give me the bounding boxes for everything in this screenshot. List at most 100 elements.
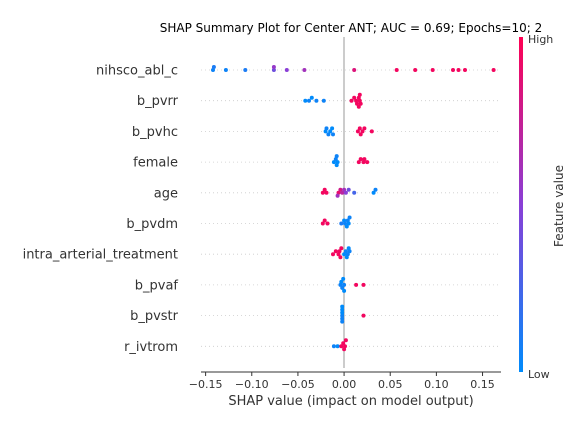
shap-point bbox=[211, 65, 216, 69]
shap-point bbox=[342, 252, 347, 257]
shap-point bbox=[330, 126, 335, 131]
shap-point bbox=[342, 347, 347, 352]
shap-point bbox=[341, 276, 346, 281]
shap-point bbox=[342, 288, 347, 293]
shap-point bbox=[338, 187, 343, 192]
shap-point bbox=[337, 249, 342, 254]
shap-point bbox=[339, 221, 344, 226]
shap-point bbox=[360, 129, 365, 134]
shap-point bbox=[324, 126, 329, 131]
shap-point bbox=[320, 221, 325, 226]
chart-title: SHAP Summary Plot for Center ANT; AUC = … bbox=[160, 21, 542, 35]
shap-point bbox=[339, 279, 344, 284]
shap-point bbox=[362, 157, 367, 162]
shap-point bbox=[320, 190, 325, 195]
shap-point bbox=[284, 68, 289, 72]
x-tick-label: 0.15 bbox=[470, 378, 495, 391]
shap-point bbox=[340, 304, 345, 309]
x-tick-label: 0.05 bbox=[378, 378, 403, 391]
shap-point bbox=[340, 316, 345, 321]
x-tick-label: −0.05 bbox=[281, 378, 315, 391]
shap-point bbox=[309, 95, 314, 100]
shap-point bbox=[314, 98, 319, 103]
colorbar bbox=[519, 37, 523, 372]
shap-point bbox=[331, 252, 335, 257]
shap-point bbox=[321, 98, 326, 103]
shap-point bbox=[347, 215, 352, 220]
shap-point bbox=[355, 129, 360, 134]
shap-point bbox=[338, 255, 343, 260]
feature-label: b_pvaf bbox=[135, 278, 179, 293]
shap-point bbox=[456, 68, 461, 72]
colorbar-title: Feature value bbox=[552, 165, 566, 247]
shap-point bbox=[349, 98, 354, 103]
shap-point bbox=[302, 68, 307, 72]
shap-point bbox=[340, 285, 345, 290]
shap-point bbox=[303, 98, 308, 103]
shap-point bbox=[333, 249, 338, 254]
shap-point bbox=[322, 187, 327, 192]
colorbar-low-label: Low bbox=[528, 368, 550, 381]
shap-point bbox=[356, 104, 361, 109]
shap-point bbox=[358, 157, 363, 162]
x-tick-label: 0.00 bbox=[332, 378, 357, 391]
x-tick-label: −0.10 bbox=[235, 378, 269, 391]
shap-point bbox=[335, 193, 340, 198]
shap-point bbox=[326, 132, 331, 137]
shap-point bbox=[344, 255, 349, 260]
shap-point bbox=[361, 160, 366, 165]
shap-point bbox=[344, 224, 349, 229]
feature-label: female bbox=[133, 156, 178, 171]
shap-point bbox=[358, 101, 363, 106]
shap-point bbox=[343, 249, 348, 254]
shap-point bbox=[342, 282, 347, 287]
shap-point bbox=[340, 319, 345, 324]
shap-point bbox=[352, 190, 357, 195]
colorbar-high-label: High bbox=[528, 33, 553, 46]
shap-point bbox=[361, 313, 366, 318]
shap-point bbox=[354, 98, 359, 103]
shap-point bbox=[354, 282, 359, 287]
shap-point bbox=[355, 101, 359, 106]
shap-point bbox=[346, 221, 351, 226]
shap-point bbox=[334, 154, 339, 159]
shap-point bbox=[358, 132, 363, 137]
shap-point bbox=[343, 338, 348, 343]
shap-point bbox=[243, 68, 248, 72]
shap-point bbox=[357, 126, 362, 131]
shap-point bbox=[361, 282, 366, 287]
feature-label: nihsco_abl_c bbox=[96, 64, 178, 79]
shap-point bbox=[341, 341, 346, 346]
shap-point bbox=[331, 132, 335, 137]
shap-point bbox=[324, 190, 329, 195]
feature-label: b_pvdm bbox=[126, 217, 178, 232]
shap-point bbox=[463, 68, 467, 72]
shap-point bbox=[352, 95, 357, 100]
shap-point bbox=[345, 252, 350, 257]
shap-point bbox=[357, 98, 362, 103]
shap-point bbox=[211, 68, 215, 72]
shap-point bbox=[373, 187, 378, 192]
feature-label: b_pvhc bbox=[132, 125, 178, 140]
shap-point bbox=[335, 344, 340, 349]
shap-point bbox=[340, 310, 345, 315]
shap-point bbox=[346, 246, 351, 251]
shap-point bbox=[365, 160, 370, 165]
shap-point bbox=[343, 221, 347, 226]
shap-point bbox=[343, 344, 347, 349]
shap-point bbox=[342, 218, 347, 223]
feature-label: age bbox=[154, 186, 178, 201]
feature-label: b_pvrr bbox=[137, 94, 179, 109]
shap-point bbox=[430, 68, 435, 72]
shap-point bbox=[338, 282, 343, 287]
shap-point bbox=[340, 190, 345, 195]
shap-point bbox=[346, 187, 351, 192]
shap-point bbox=[336, 190, 341, 195]
shap-point bbox=[371, 190, 376, 195]
shap-point bbox=[345, 218, 350, 223]
shap-point bbox=[271, 68, 276, 72]
shap-point bbox=[342, 187, 347, 192]
shap-point bbox=[339, 344, 344, 349]
shap-point bbox=[271, 65, 276, 69]
